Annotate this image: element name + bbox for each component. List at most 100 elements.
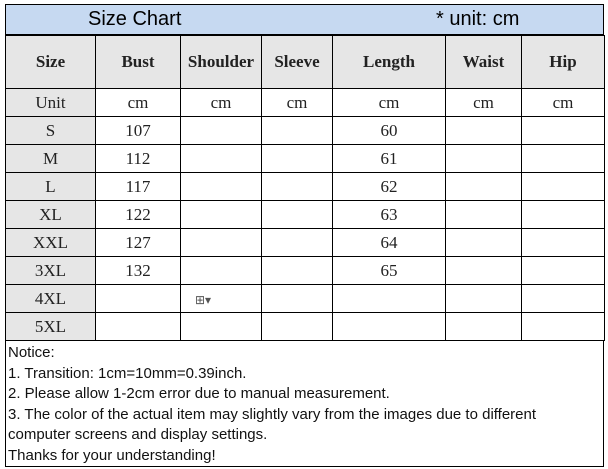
column-header: Hip [521, 35, 605, 89]
table-cell: 107 [95, 116, 181, 145]
column-header: Bust [95, 35, 181, 89]
column-header: Sleeve [261, 35, 333, 89]
table-row: L 117 62 [5, 172, 605, 201]
table-cell [332, 284, 446, 313]
table-cell [180, 144, 262, 173]
table-cell: 64 [332, 228, 446, 257]
table-cell [261, 172, 333, 201]
table-cell: cm [261, 88, 333, 117]
table-row: M 112 61 [5, 144, 605, 173]
cell-text: 65 [380, 260, 398, 280]
table-cell: 65 [332, 256, 446, 285]
table-cell [180, 256, 262, 285]
size-table: Size Bust Shoulder Sleeve Length Waist Hip Unit… [5, 35, 605, 341]
table-cell [445, 284, 522, 313]
table-cell: 3XL [5, 256, 96, 285]
table-cell: cm [332, 88, 446, 117]
cell-text: cm [552, 92, 574, 112]
table-cell: cm [180, 88, 262, 117]
table-cell [180, 116, 262, 145]
table-cell [521, 144, 605, 173]
cell-text: 132 [125, 260, 151, 280]
table-cell: M [5, 144, 96, 173]
unit-note: * unit: cm [436, 8, 520, 30]
table-cell [445, 312, 522, 341]
table-row: Unit cm cm cm cm cm cm [5, 88, 605, 117]
table-row: XXL 127 64 [5, 228, 605, 257]
cell-text: 122 [125, 204, 151, 224]
cell-text: XXL [33, 232, 68, 252]
notice-line: 2. Please allow 1-2cm error due to manua… [8, 385, 390, 402]
table-cell: Unit [5, 88, 96, 117]
cell-text: cm [210, 92, 232, 112]
table-cell: 132 [95, 256, 181, 285]
table-cell [445, 228, 522, 257]
notice-line: 1. Transition: 1cm=10mm=0.39inch. [8, 364, 247, 382]
table-row: 4XL ⊞▾ [5, 284, 605, 313]
cell-text: cm [286, 92, 308, 112]
cell-text: cm [378, 92, 400, 112]
title-bar: Size Chart * unit: cm [5, 4, 604, 35]
table-cell [95, 284, 181, 313]
column-header: Shoulder [180, 35, 262, 89]
table-cell [261, 144, 333, 173]
table-cell: 127 [95, 228, 181, 257]
size-chart: Size Chart * unit: cm Size Bust Shoulder Sl… [5, 4, 605, 467]
cell-text: Unit [35, 92, 66, 112]
table-cell [445, 116, 522, 145]
notice-line: 3. The color of the actual item may slig… [8, 405, 537, 444]
cell-text: 64 [380, 232, 398, 252]
table-cell: ⊞▾ [180, 284, 262, 313]
table-cell [521, 256, 605, 285]
table-cell [261, 312, 333, 341]
table-cell [445, 256, 522, 285]
table-cell [261, 256, 333, 285]
table-cell: L [5, 172, 96, 201]
table-cell [445, 172, 522, 201]
table-cell [521, 312, 605, 341]
table-cell [521, 200, 605, 229]
table-cell [261, 228, 333, 257]
cell-text: 117 [125, 176, 151, 196]
table-row: S 107 60 [5, 116, 605, 145]
table-cell [521, 172, 605, 201]
table-cell [521, 284, 605, 313]
table-cell: 63 [332, 200, 446, 229]
paste-options-icon[interactable]: ⊞▾ [194, 292, 212, 307]
table-cell [445, 200, 522, 229]
table-cell [261, 200, 333, 229]
table-cell: cm [95, 88, 181, 117]
table-cell: XL [5, 200, 96, 229]
table-cell: XXL [5, 228, 96, 257]
cell-text: XL [39, 204, 62, 224]
table-cell [445, 144, 522, 173]
cell-text: 5XL [34, 316, 67, 336]
column-header: Size [5, 35, 96, 89]
column-header: Waist [445, 35, 522, 89]
table-cell [180, 228, 262, 257]
cell-text: 63 [380, 204, 398, 224]
table-cell [180, 172, 262, 201]
table-cell [521, 228, 605, 257]
table-cell: 62 [332, 172, 446, 201]
table-cell: 4XL [5, 284, 96, 313]
cell-text: 127 [125, 232, 151, 252]
notice: Notice: 1. Transition: 1cm=10mm=0.39inch… [5, 341, 604, 467]
table-row: XL 122 63 [5, 200, 605, 229]
cell-text: 3XL [34, 260, 67, 280]
table-cell: cm [445, 88, 522, 117]
cell-text: 62 [380, 176, 398, 196]
column-header: Length [332, 35, 446, 89]
cell-text: 4XL [34, 288, 67, 308]
cell-text: 107 [125, 120, 151, 140]
cell-text: 112 [125, 148, 151, 168]
cell-text: S [45, 120, 56, 140]
cell-text: 61 [380, 148, 398, 168]
header-row: Size Bust Shoulder Sleeve Length Waist Hip [5, 35, 605, 89]
table-cell: S [5, 116, 96, 145]
table-cell [180, 312, 262, 341]
notice-line: Thanks for your understanding! [8, 446, 216, 464]
table-cell [261, 116, 333, 145]
table-cell: 117 [95, 172, 181, 201]
table-cell: 122 [95, 200, 181, 229]
